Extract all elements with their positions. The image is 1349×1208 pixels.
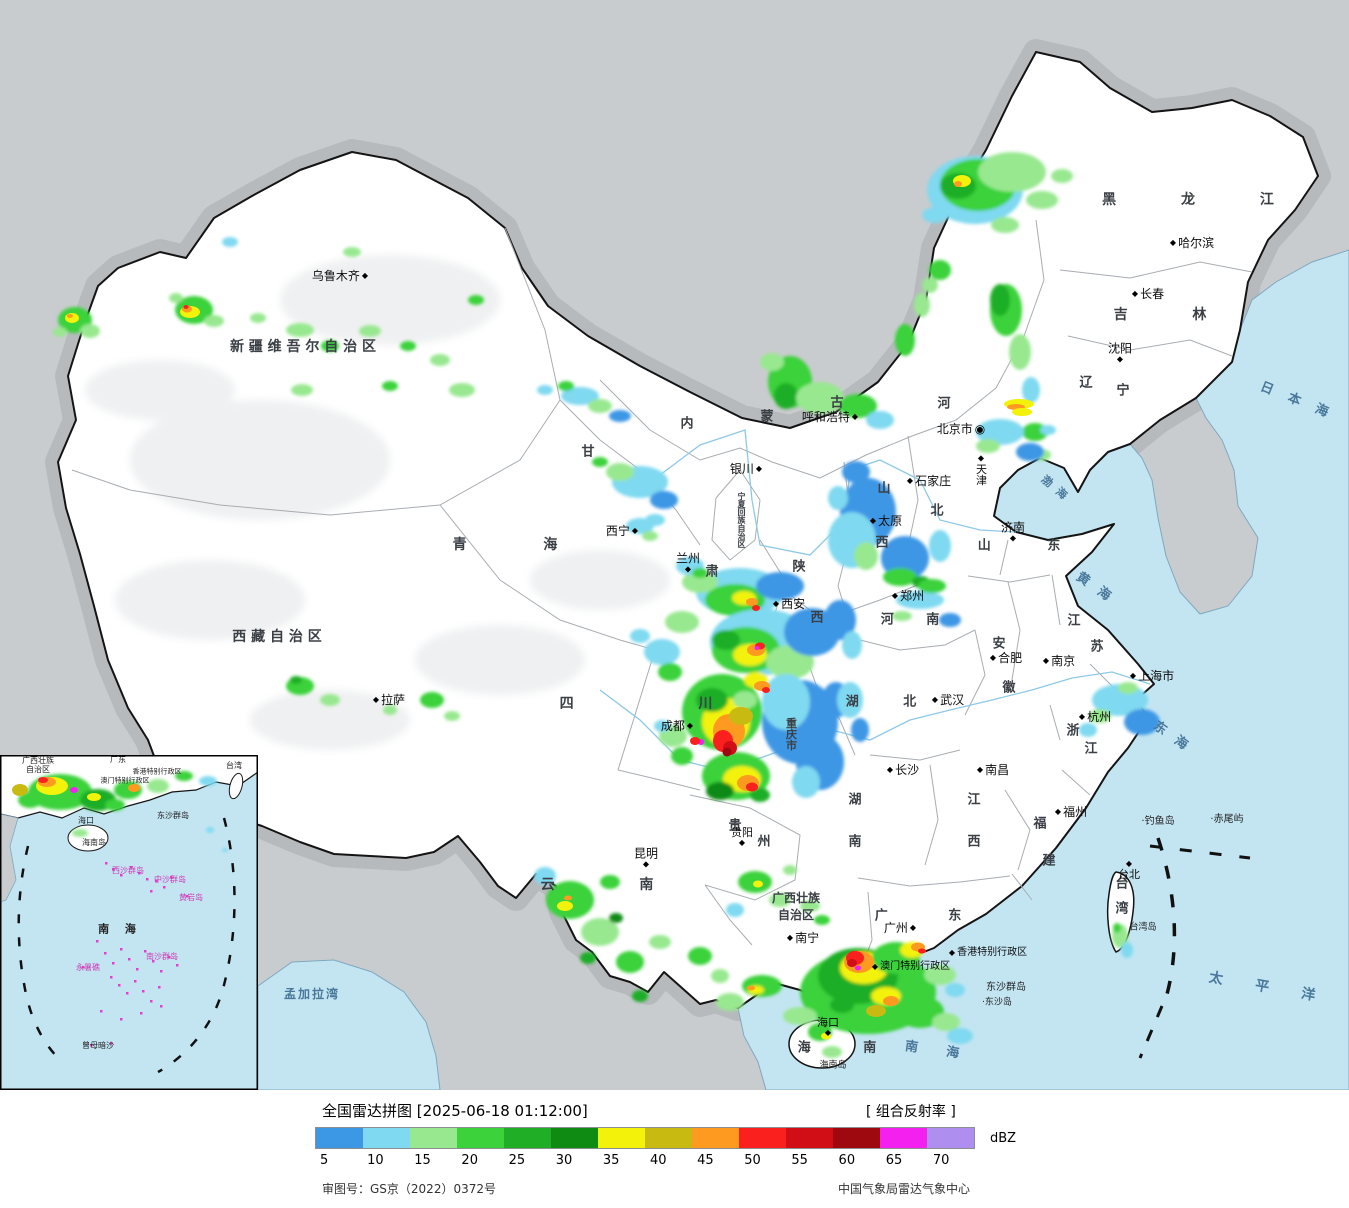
legend-value-label: 25 — [508, 1153, 526, 1168]
legend-color-segment-45 — [692, 1128, 739, 1148]
legend-color-segment-15 — [410, 1128, 457, 1148]
legend-value-label: 20 — [461, 1153, 478, 1168]
legend-color-segment-5 — [316, 1128, 363, 1148]
legend-color-segment-40 — [645, 1128, 692, 1148]
legend-value-label: 10 — [367, 1153, 384, 1168]
legend-color-segment-50 — [739, 1128, 786, 1148]
legend-value-label: 65 — [885, 1153, 903, 1168]
inset-map — [0, 755, 258, 1090]
legend-value-label: 15 — [414, 1153, 431, 1168]
legend-value-label: 50 — [744, 1153, 761, 1168]
legend-color-segment-70 — [927, 1128, 974, 1148]
inset-nine-dash-line — [17, 817, 236, 1074]
legend-value-label: 70 — [932, 1153, 950, 1168]
legend-colorbar — [315, 1127, 975, 1149]
china-radar-map-svg — [0, 0, 1349, 1090]
legend-value-label: 30 — [555, 1153, 573, 1168]
relief-shading — [85, 255, 670, 750]
legend-color-segment-55 — [786, 1128, 833, 1148]
legend-value-label: 60 — [838, 1153, 856, 1168]
legend-value-label: 40 — [649, 1153, 667, 1168]
inset-island-dots — [82, 862, 189, 1047]
product-type: [ 组合反射率 ] — [866, 1104, 956, 1120]
map-area: 新 疆 维 吾 尔 自 治 区西 藏 自 治 区青 海甘肃内蒙古宁夏回族自治区陕… — [0, 0, 1349, 1090]
inset-taiwan — [228, 772, 244, 800]
legend-color-segment-60 — [833, 1128, 880, 1148]
legend-color-segment-30 — [551, 1128, 598, 1148]
map-license-number: 审图号：GS京（2022）0372号 — [322, 1182, 496, 1196]
attribution: 中国气象局雷达气象中心 — [838, 1182, 971, 1196]
product-title: 全国雷达拼图 [2025-06-18 01:12:00] — [322, 1102, 588, 1120]
inset-border — [0, 755, 258, 1090]
legend-value-row: 5 10 15 20 25 30 35 40 45 50 55 60 65 70 — [315, 1153, 975, 1168]
radar-echo-cores — [65, 175, 1034, 1040]
legend-color-segment-20 — [457, 1128, 504, 1148]
legend-panel: 全国雷达拼图 [2025-06-18 01:12:00] [ 组合反射率 ] d… — [0, 1090, 1349, 1208]
maritime-boundary-dashes — [1138, 837, 1251, 1059]
inset-vietnam — [0, 813, 19, 903]
legend-color-segment-10 — [363, 1128, 410, 1148]
legend-color-segment-65 — [880, 1128, 927, 1148]
legend-color-segment-35 — [598, 1128, 645, 1148]
legend-unit: dBZ — [990, 1131, 1017, 1146]
legend-value-label: 55 — [791, 1153, 808, 1168]
legend-value-label: 5 — [320, 1153, 329, 1168]
legend-color-segment-25 — [504, 1128, 551, 1148]
bengal-bay — [257, 959, 441, 1090]
inset-hainan — [67, 824, 109, 852]
legend-value-label: 35 — [602, 1153, 620, 1168]
legend-value-label: 45 — [697, 1153, 714, 1168]
